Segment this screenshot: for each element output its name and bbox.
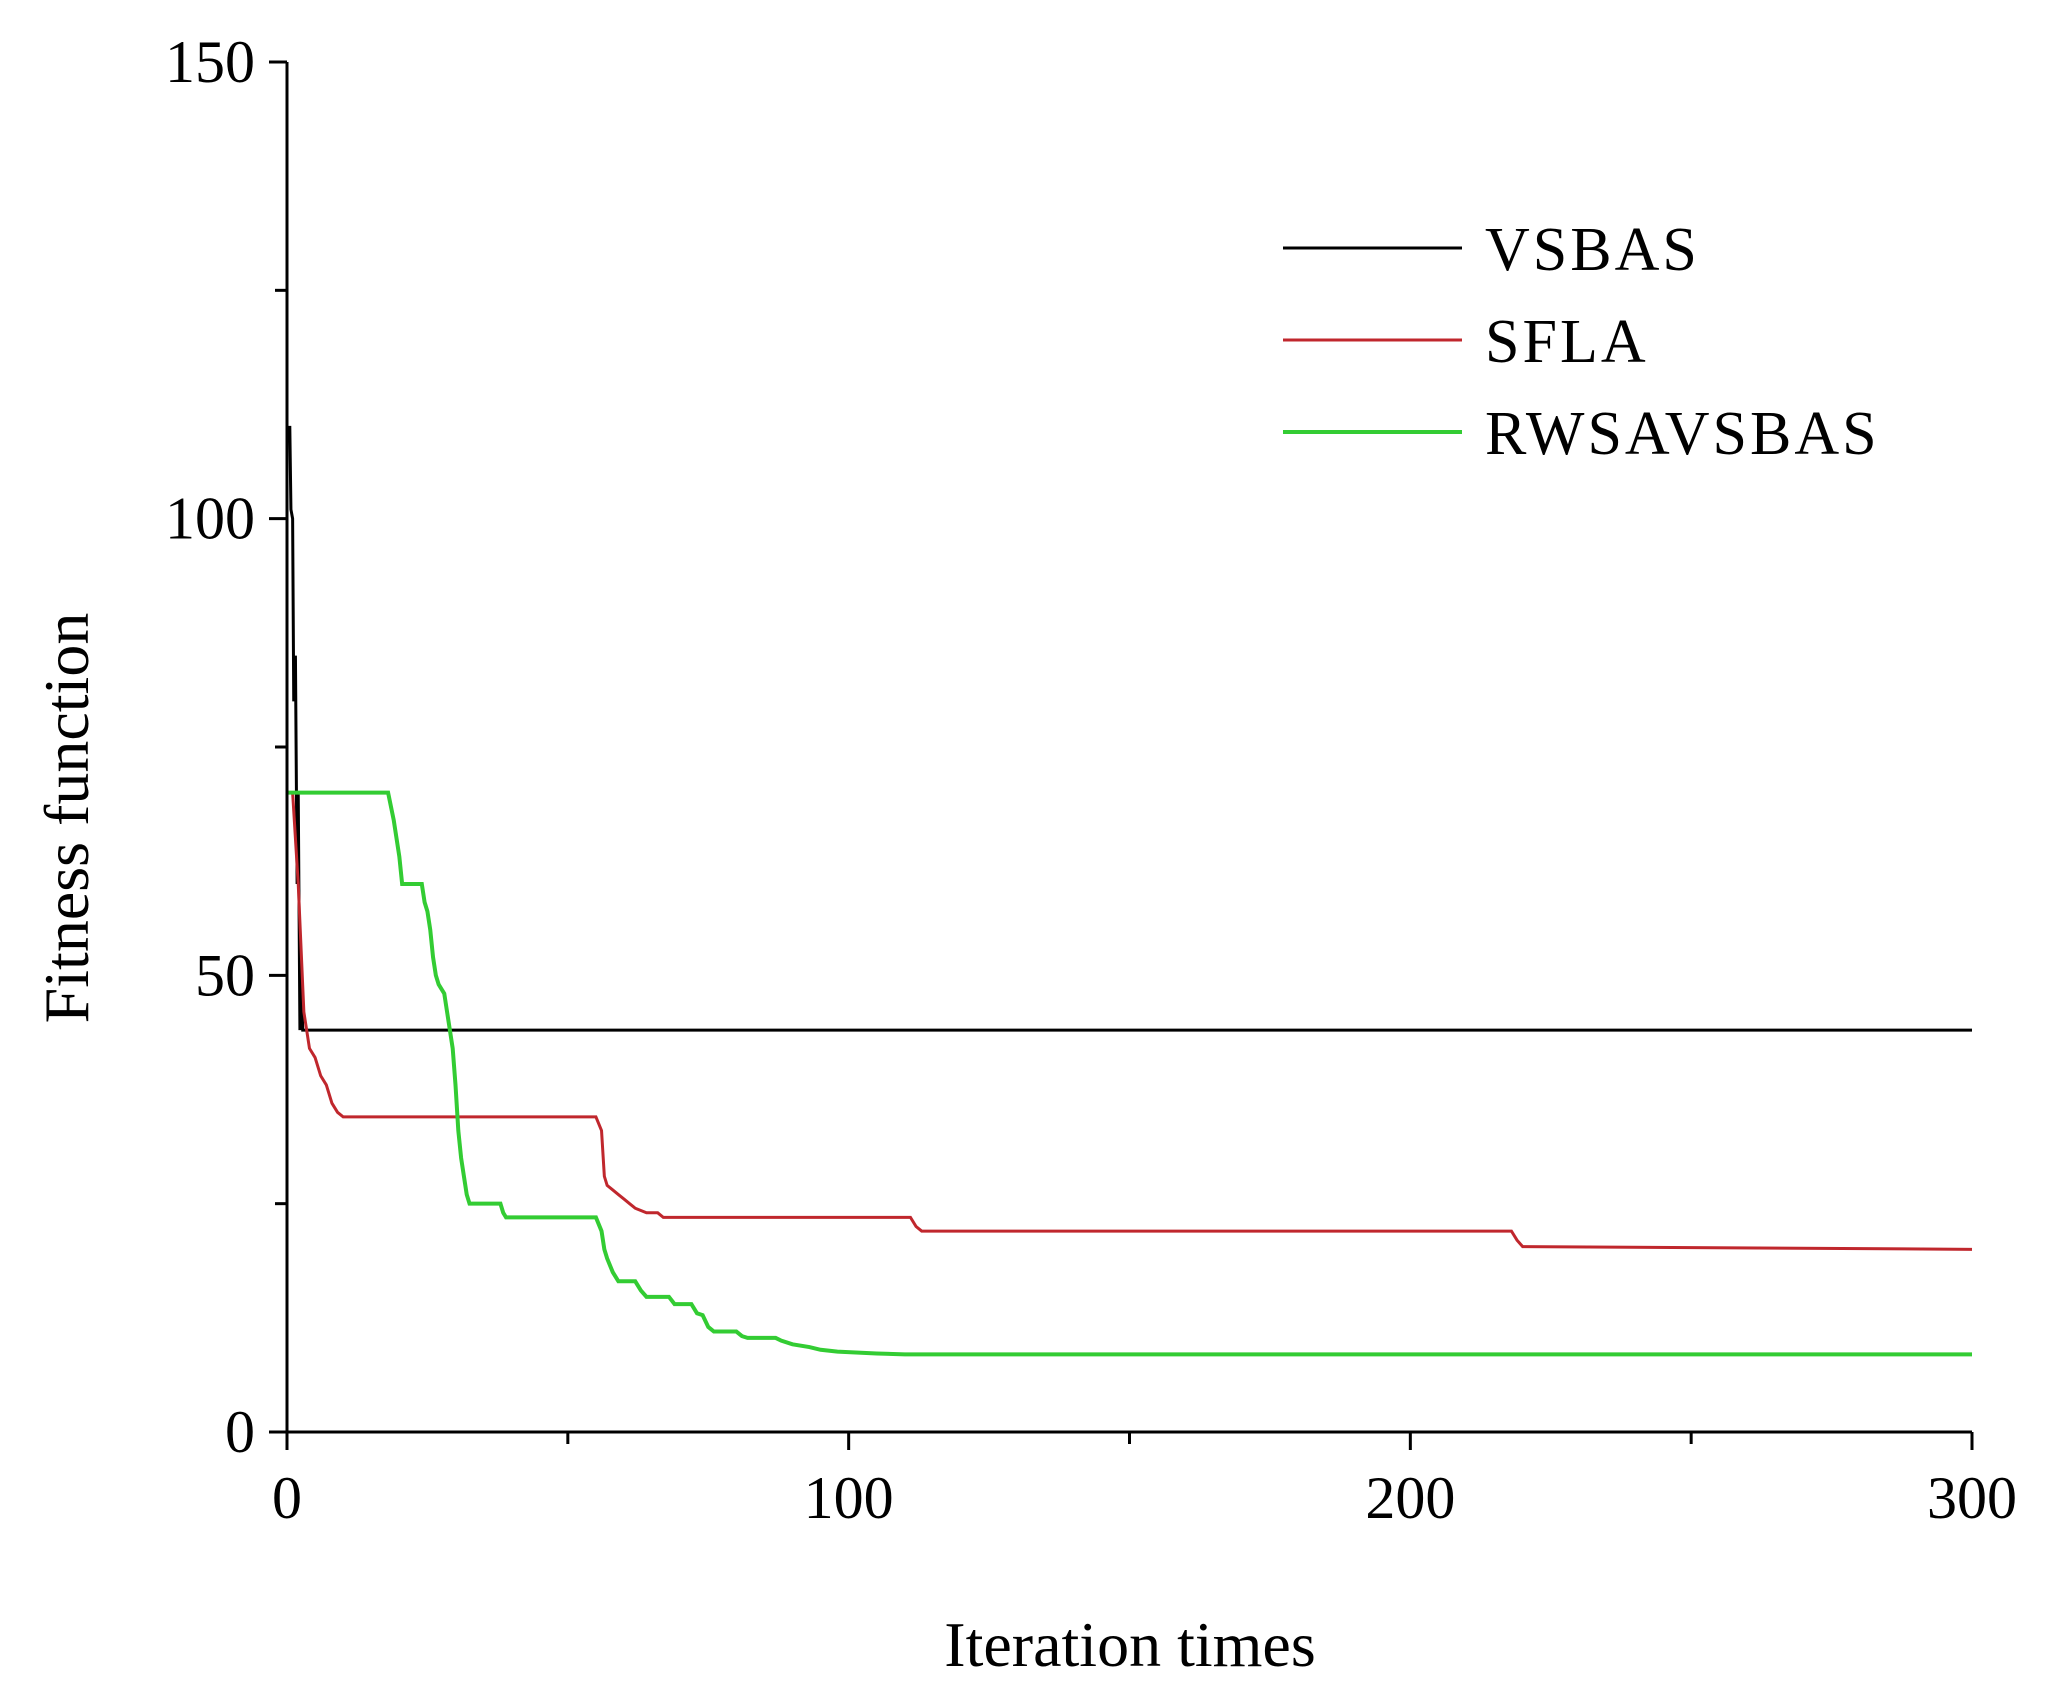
- x-tick-label: 200: [1365, 1465, 1455, 1531]
- legend-label-vsbas: VSBAS: [1485, 216, 1700, 284]
- y-tick-labels: 0 50 100 150: [165, 29, 255, 1465]
- y-tick-label: 150: [165, 29, 255, 95]
- legend-label-rwsavsbas: RWSAVSBAS: [1485, 400, 1880, 468]
- x-tick-labels: 0 100 200 300: [272, 1465, 2017, 1531]
- series-line-sfla: [287, 791, 1973, 1251]
- y-tick-label: 50: [195, 942, 255, 1008]
- y-tick-label: 100: [165, 486, 255, 552]
- plot-area: 0 100 200 300 0 50 100 150: [165, 29, 2017, 1531]
- y-ticks: [269, 60, 287, 1434]
- x-tick-label: 100: [804, 1465, 894, 1531]
- y-axis-title: Fitness function: [31, 613, 102, 1024]
- legend: VSBAS SFLA RWSAVSBAS: [1283, 216, 1880, 468]
- x-ticks: [285, 1432, 1974, 1450]
- series-layer: [287, 425, 1973, 1357]
- x-tick-label: 300: [1927, 1465, 2017, 1531]
- y-tick-label: 0: [225, 1399, 255, 1465]
- series-line-vsbas: [287, 425, 1972, 1032]
- x-axis-title: Iteration times: [944, 1609, 1315, 1680]
- x-tick-label: 0: [272, 1465, 302, 1531]
- legend-label-sfla: SFLA: [1485, 308, 1649, 376]
- series-line-rwsavsbas: [287, 790, 1972, 1357]
